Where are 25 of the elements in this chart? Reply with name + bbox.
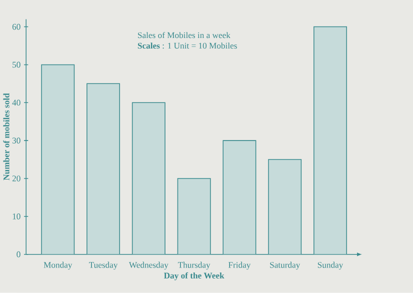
x-tick-label: Sunday	[318, 262, 344, 270]
y-axis-title: Number of mobiles sold	[3, 93, 10, 180]
bar	[314, 26, 347, 254]
x-tick-label: Monday	[44, 262, 72, 270]
text: Scales : 1 Unit = 10 Mobiles	[138, 42, 237, 49]
text: Sales of Mobiles in a week	[138, 32, 230, 38]
bar	[132, 102, 166, 254]
bar	[268, 160, 302, 254]
y-tick-label: 50	[12, 62, 20, 68]
y-tick-label: 40	[12, 100, 20, 106]
bar	[42, 64, 74, 254]
x-tick-label: Tuesday	[89, 262, 118, 270]
x-axis-title: Day of the Week	[164, 272, 224, 280]
y-tick-label: 60	[12, 24, 20, 30]
x-tick-label: Friday	[228, 262, 251, 270]
x-tick-label: Saturday	[270, 262, 300, 270]
bar	[223, 140, 256, 254]
bar	[178, 178, 210, 254]
y-tick-label: 10	[12, 214, 20, 220]
bar	[86, 84, 120, 254]
x-tick-label: Wednesday	[128, 262, 168, 270]
x-tick-label: Thursday	[178, 262, 210, 270]
y-tick-label: 20	[12, 176, 20, 182]
y-tick-label: 30	[12, 138, 20, 144]
y-tick-label: 0	[16, 252, 20, 258]
